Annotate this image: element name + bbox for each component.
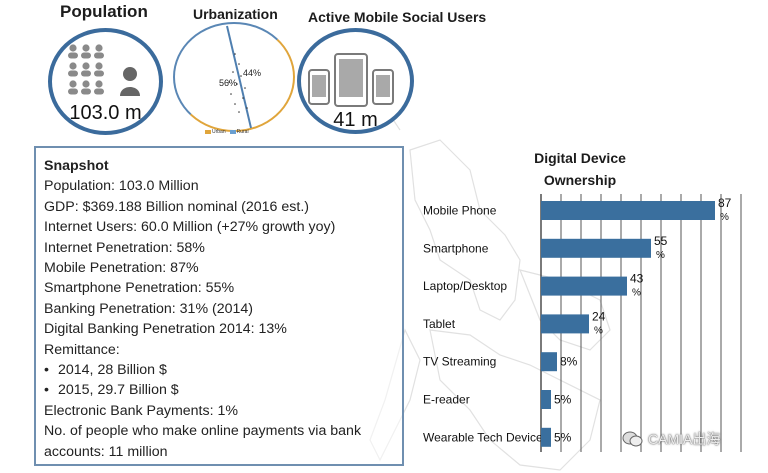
data-label-unit: % <box>656 250 665 261</box>
data-label-unit: % <box>632 288 641 299</box>
snapshot-line: Internet Penetration: 58% <box>44 239 205 256</box>
data-label: 8% <box>560 355 578 369</box>
snapshot-line: Population: 103.0 Million <box>44 178 199 195</box>
snapshot-title: Snapshot <box>44 158 109 174</box>
bar <box>541 276 627 296</box>
bar <box>541 201 715 220</box>
urbanization-map-icon <box>226 25 252 129</box>
bar <box>541 352 557 372</box>
data-label: 55 <box>654 234 668 248</box>
urbanization-circle: 56% 44% <box>173 22 295 132</box>
data-label-unit: % <box>594 325 603 336</box>
chart-title-line2: Ownership <box>543 172 617 188</box>
data-label: 43 <box>630 272 644 286</box>
mobile-social-value: 41 m <box>333 109 378 131</box>
urbanization-legend: Urban Rural <box>205 129 249 135</box>
data-label: 87 <box>718 196 732 210</box>
snapshot-line: Internet Users: 60.0 Million (+27% growt… <box>44 219 336 236</box>
snapshot-panel: Snapshot Population: 103.0 Million GDP: … <box>34 146 404 466</box>
snapshot-line: Digital Banking Penetration 2014: 13% <box>44 321 287 338</box>
population-title: Population <box>60 2 148 21</box>
people-icon <box>68 44 140 96</box>
population-circle: 103.0 m <box>48 28 163 135</box>
snapshot-line: Remittance: <box>44 341 120 358</box>
population-value: 103.0 m <box>69 102 142 124</box>
snapshot-line: Banking Penetration: 31% (2014) <box>44 300 254 317</box>
watermark-text: CAMIA出海 <box>648 431 721 447</box>
chart-title-line1: Digital Device <box>534 150 626 166</box>
bar <box>541 314 589 334</box>
category-label: E-reader <box>423 393 470 407</box>
urbanization-right-pct: 44% <box>243 68 262 78</box>
devices-icon <box>308 53 394 107</box>
bar <box>541 238 651 258</box>
snapshot-line: Smartphone Penetration: 55% <box>44 280 235 297</box>
urbanization-title: Urbanization <box>193 6 278 22</box>
category-label: Smartphone <box>423 241 489 255</box>
category-label: Mobile Phone <box>423 204 497 218</box>
data-label: 5% <box>554 430 572 444</box>
data-label: 5% <box>554 393 572 407</box>
category-label: TV Streaming <box>423 355 496 369</box>
data-label-unit: % <box>720 212 729 223</box>
legend-item-rural: Rural <box>229 129 249 135</box>
urbanization-left-pct: 56% <box>219 78 238 88</box>
active-mobile-social-users-title: Active Mobile Social Users <box>308 9 487 25</box>
snapshot-line: No. of people who make online payments v… <box>44 423 362 440</box>
data-label: 24 <box>592 309 606 323</box>
category-label: Laptop/Desktop <box>423 279 507 293</box>
mobile-social-circle: 41 m <box>297 28 414 134</box>
bar <box>541 427 551 447</box>
camia-watermark: CAMIA出海 <box>622 429 720 449</box>
snapshot-line: accounts: 11 million <box>44 443 168 460</box>
category-label: Wearable Tech Device <box>423 430 543 444</box>
snapshot-line: GDP: $369.188 Billion nominal (2016 est.… <box>44 198 309 215</box>
legend-item-urban: Urban <box>205 129 226 135</box>
snapshot-bullet: 2015, 29.7 Billion $ <box>44 380 402 400</box>
category-label: Tablet <box>423 317 456 331</box>
bar <box>541 390 551 409</box>
snapshot-line: Mobile Penetration: 87% <box>44 260 199 277</box>
wechat-icon <box>622 431 643 447</box>
snapshot-line: Electronic Bank Payments: 1% <box>44 402 238 419</box>
snapshot-bullet: 2014, 28 Billion $ <box>44 360 402 380</box>
